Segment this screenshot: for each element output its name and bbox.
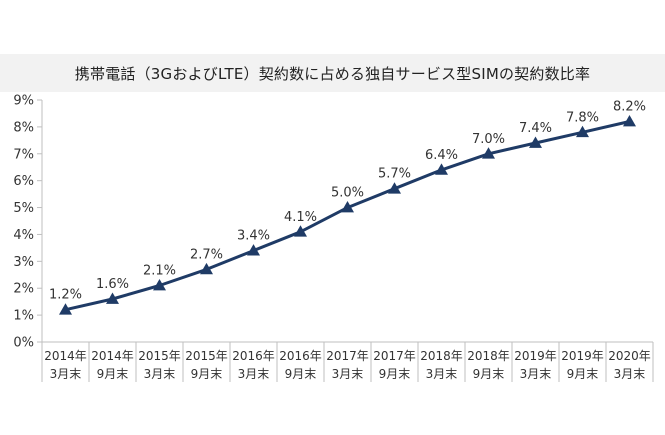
data-label: 2.1% bbox=[143, 264, 176, 279]
data-point-marker bbox=[388, 182, 401, 194]
data-label: 3.4% bbox=[237, 229, 270, 244]
data-point-marker bbox=[576, 125, 589, 138]
x-category-label-year: 2015年 bbox=[138, 349, 181, 363]
data-point-marker bbox=[529, 136, 542, 148]
data-point-marker bbox=[623, 115, 636, 127]
data-point-marker bbox=[247, 244, 260, 256]
x-category-label-year: 2014年 bbox=[91, 349, 134, 363]
x-category-label-year: 2018年 bbox=[420, 349, 463, 363]
data-label: 1.2% bbox=[49, 288, 82, 303]
data-label: 2.7% bbox=[190, 247, 223, 262]
x-category-label-month: 3月末 bbox=[520, 367, 552, 381]
x-category-label-month: 3月末 bbox=[238, 367, 270, 381]
data-label: 4.1% bbox=[284, 210, 317, 225]
x-category-label-year: 2015年 bbox=[185, 349, 228, 363]
data-point-marker bbox=[59, 303, 72, 315]
data-point-marker bbox=[153, 279, 166, 291]
data-label: 8.2% bbox=[613, 100, 646, 115]
x-category-label-month: 3月末 bbox=[332, 367, 364, 381]
x-category-label-month: 9月末 bbox=[191, 367, 223, 381]
y-tick-label: 4% bbox=[13, 228, 34, 243]
x-category-label-month: 3月末 bbox=[426, 367, 458, 381]
data-point-marker bbox=[435, 163, 448, 175]
x-category-label-month: 9月末 bbox=[567, 367, 599, 381]
y-tick-label: 3% bbox=[13, 255, 34, 270]
x-category-label-month: 3月末 bbox=[50, 367, 82, 381]
x-category-label-year: 2018年 bbox=[467, 349, 510, 363]
x-category-label-year: 2020年 bbox=[608, 349, 651, 363]
data-label: 7.8% bbox=[566, 110, 599, 125]
data-point-marker bbox=[106, 292, 119, 304]
y-tick-label: 2% bbox=[13, 282, 34, 297]
y-tick-label: 0% bbox=[13, 336, 34, 351]
x-category-label-month: 9月末 bbox=[473, 367, 505, 381]
data-label: 5.7% bbox=[378, 167, 411, 182]
y-tick-label: 7% bbox=[13, 147, 34, 162]
data-label: 5.0% bbox=[331, 186, 364, 201]
data-point-marker bbox=[341, 201, 354, 213]
title-band bbox=[0, 54, 665, 92]
series-line bbox=[65, 120, 630, 312]
y-tick-label: 1% bbox=[13, 309, 34, 324]
y-tick-label: 9% bbox=[13, 94, 34, 109]
x-category-label-year: 2017年 bbox=[326, 349, 369, 363]
x-category-label-month: 9月末 bbox=[97, 367, 129, 381]
data-label: 7.0% bbox=[472, 132, 505, 147]
chart-title: 携帯電話（3GおよびLTE）契約数に占める独自サービス型SIMの契約数比率 bbox=[74, 65, 591, 83]
y-tick-label: 6% bbox=[13, 174, 34, 189]
data-point-marker bbox=[482, 147, 495, 159]
data-label: 6.4% bbox=[425, 148, 458, 163]
x-category-label-year: 2019年 bbox=[514, 349, 557, 363]
x-category-label-year: 2019年 bbox=[561, 349, 604, 363]
data-label: 7.4% bbox=[519, 121, 552, 136]
x-category-label-month: 9月末 bbox=[379, 367, 411, 381]
x-category-label-year: 2017年 bbox=[373, 349, 416, 363]
y-tick-label: 8% bbox=[13, 120, 34, 135]
data-point-marker bbox=[200, 262, 213, 275]
x-category-label-year: 2016年 bbox=[232, 349, 275, 363]
data-point-marker bbox=[294, 225, 307, 237]
data-label: 1.6% bbox=[96, 277, 129, 292]
x-category-label-year: 2016年 bbox=[279, 349, 322, 363]
x-category-label-year: 2014年 bbox=[44, 349, 87, 363]
x-category-label-month: 3月末 bbox=[614, 367, 646, 381]
x-category-label-month: 9月末 bbox=[285, 367, 317, 381]
y-tick-label: 5% bbox=[13, 201, 34, 216]
x-category-label-month: 3月末 bbox=[144, 367, 176, 381]
